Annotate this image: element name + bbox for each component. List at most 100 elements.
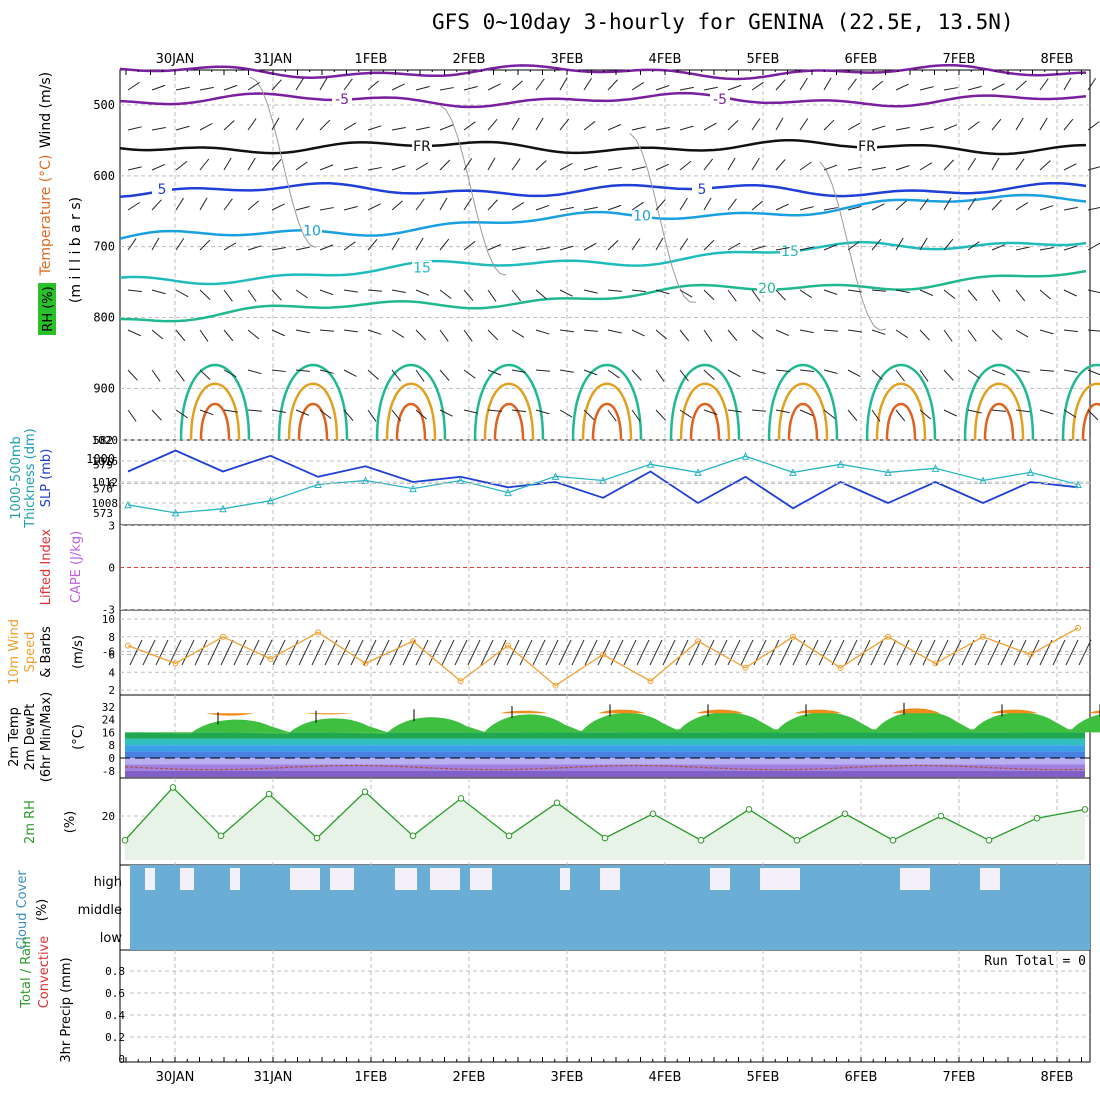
wind-barb xyxy=(871,289,886,292)
boundary-layer-isotherm xyxy=(1061,364,1100,441)
wind-barb xyxy=(487,83,501,91)
rh-marker xyxy=(793,836,801,844)
wind-barb xyxy=(751,200,764,211)
wind-speed-marker xyxy=(220,633,226,640)
wind-barb xyxy=(1015,117,1024,131)
date-label-top: 6FEB xyxy=(845,52,878,67)
temp-area-hot xyxy=(1088,710,1100,714)
wind-barb xyxy=(337,639,351,666)
wind-barb xyxy=(1015,409,1030,413)
wind-speed-marker xyxy=(362,660,369,667)
wind-barb xyxy=(271,409,286,413)
temp-band xyxy=(125,732,1085,739)
date-label-top: 3FEB xyxy=(551,52,584,67)
wind-barb xyxy=(631,166,646,171)
isotherm-label: -5 xyxy=(335,92,349,108)
wind-barb xyxy=(559,206,574,211)
wind-barb xyxy=(493,639,507,666)
wind-barb xyxy=(545,639,559,666)
wind-barb xyxy=(943,369,954,381)
wind-barb xyxy=(679,86,694,91)
cape-lifted-index-panel: 6 3 0 -3 -6 Lifted Index CAPE (J/kg) xyxy=(39,478,1090,659)
temp-area xyxy=(228,718,388,734)
wind-barb xyxy=(943,409,957,417)
wind-barb xyxy=(895,165,910,171)
wind-barb xyxy=(559,369,574,373)
wind-barb xyxy=(259,639,273,666)
cloud-gap xyxy=(980,868,1000,890)
wind-barb xyxy=(463,121,476,131)
wind-barb xyxy=(823,409,836,420)
wind-barb xyxy=(415,126,430,131)
wind-barb xyxy=(439,159,451,171)
boundary-layer-isotherm xyxy=(983,402,1015,441)
wind-barb xyxy=(367,369,379,380)
thickness-tick-label: 579 xyxy=(93,458,113,471)
temp-area xyxy=(718,712,878,733)
temp-area xyxy=(620,712,780,733)
wind-barb xyxy=(655,237,664,251)
wind-barb xyxy=(1052,639,1066,666)
axis-label-cloud-cover: Cloud Cover xyxy=(15,870,30,950)
wind-barb xyxy=(415,86,430,91)
boundary-layer-isotherm xyxy=(483,382,535,441)
temp-tick-label: 24 xyxy=(102,714,116,727)
wind-barb xyxy=(367,125,382,131)
precip-panel: 0 0.2 0.4 0.6 0.8 Run Total = 0 Total / Rain Co… xyxy=(19,936,1090,1066)
isotherm-line xyxy=(119,193,1087,240)
rh-marker xyxy=(601,834,609,842)
wind-barb xyxy=(271,369,286,373)
wind-barb xyxy=(895,126,910,131)
wind-barb xyxy=(223,198,233,211)
wind-barb xyxy=(631,82,645,91)
wind-barb xyxy=(703,197,712,211)
wind-barb xyxy=(703,158,714,171)
rh-marker xyxy=(1081,806,1089,813)
cloud-cover-panel: high middle low Cloud Cover (%) xyxy=(15,865,1090,950)
pressure-tick-label: 1000 xyxy=(86,452,115,466)
wind-barb xyxy=(847,409,858,422)
wind-barb xyxy=(1087,369,1100,376)
wind-barb xyxy=(701,639,715,666)
wind-barb xyxy=(751,329,764,340)
wind-barb xyxy=(415,237,424,251)
date-label-bottom: 1FEB xyxy=(355,1070,388,1085)
cloud-level-label: middle xyxy=(78,903,122,918)
wind-barb xyxy=(207,639,221,666)
wind-barb xyxy=(631,238,641,251)
thickness-marker xyxy=(646,460,655,468)
wind-barb xyxy=(415,409,427,420)
rh-marker xyxy=(985,836,993,844)
cloud-level-label: high xyxy=(94,875,122,890)
temp-area xyxy=(1012,714,1100,733)
temp-area-hot xyxy=(696,709,744,714)
wind-barb xyxy=(751,118,761,131)
axis-label-temperature: Temperature (°C) xyxy=(38,155,54,277)
wind-barb xyxy=(199,122,213,131)
boundary-layer-isotherm xyxy=(963,364,1035,441)
wind-barb xyxy=(223,157,232,171)
wind-barb xyxy=(175,289,189,298)
wind-tick-label: 6 xyxy=(108,649,115,662)
wind-barb xyxy=(223,120,235,131)
wind-barb xyxy=(991,244,1006,251)
wind-barb xyxy=(847,329,862,333)
wind-barb xyxy=(679,289,693,298)
wind-barb xyxy=(319,329,334,332)
wind-barb xyxy=(727,639,741,666)
temp-band xyxy=(125,745,1085,752)
rh-marker xyxy=(169,784,177,791)
thickness-marker xyxy=(884,468,892,476)
wind-barb xyxy=(151,237,160,251)
wind-barb xyxy=(127,238,137,251)
thickness-marker xyxy=(789,468,797,476)
wind-barb xyxy=(775,117,784,131)
wind-barb xyxy=(919,409,932,420)
wind-barb xyxy=(350,639,364,666)
wind-barb xyxy=(223,409,238,413)
wind-barb xyxy=(428,639,442,666)
wind-barb xyxy=(223,369,237,378)
wind-barb xyxy=(343,409,354,421)
wind-barb xyxy=(655,369,665,382)
wind-barb xyxy=(583,121,596,131)
